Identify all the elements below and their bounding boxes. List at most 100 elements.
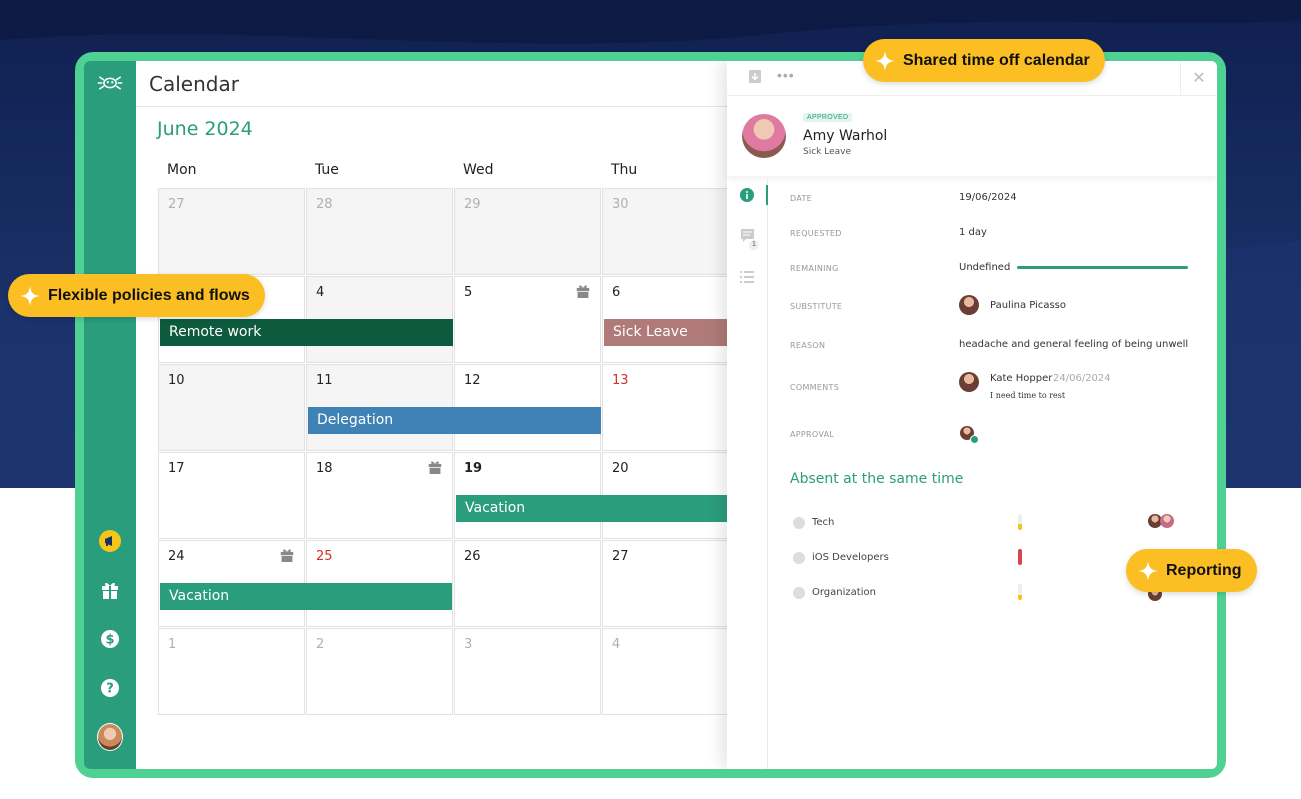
gift-icon[interactable] (97, 577, 123, 603)
callout-reporting: Reporting (1126, 549, 1257, 592)
avatar (959, 295, 979, 315)
event-sick-leave[interactable]: Sick Leave (604, 319, 734, 346)
day-number: 25 (316, 549, 333, 564)
day-number: 28 (316, 197, 333, 212)
day-number: 12 (464, 373, 481, 388)
team-absence-bar (1018, 584, 1022, 600)
month-title[interactable]: June 2024 (157, 118, 253, 140)
day-cell[interactable]: 17 (158, 452, 305, 539)
day-cell[interactable]: 13 (602, 364, 749, 451)
day-cell[interactable]: 4 (602, 628, 749, 715)
day-cell[interactable]: 1 (158, 628, 305, 715)
day-cell[interactable]: 10 (158, 364, 305, 451)
status-badge: APPROVED (803, 113, 853, 122)
team-absence-fill (1018, 524, 1022, 530)
panel-divider (767, 179, 768, 769)
download-icon[interactable] (749, 70, 761, 88)
team-icon (793, 552, 805, 564)
label-comments: COMMENTS (790, 383, 840, 392)
comment-date: 24/06/2024 (1053, 373, 1111, 384)
team-icon (793, 587, 805, 599)
comment-count-badge: 1 (749, 240, 759, 250)
active-tab-marker (766, 185, 768, 205)
callout-text: Reporting (1166, 561, 1242, 579)
list-icon[interactable] (740, 270, 754, 288)
weekday-thu: Thu (611, 162, 638, 178)
day-number: 4 (612, 637, 621, 652)
calendar-header: Calendar (136, 61, 836, 107)
svg-text:?: ? (106, 682, 114, 697)
comment-icon[interactable] (740, 228, 756, 249)
page-title: Calendar (149, 72, 239, 96)
day-number: 18 (316, 461, 333, 476)
avatar (1160, 514, 1174, 528)
app-window: $ ? Calendar June 2024 Mon Tue Wed Thu 2… (84, 61, 1217, 769)
day-cell[interactable]: 5 (454, 276, 601, 363)
value-substitute[interactable]: Paulina Picasso (990, 300, 1067, 311)
info-icon[interactable] (740, 188, 754, 207)
day-number: 26 (464, 549, 481, 564)
team-absence-bar (1018, 514, 1022, 530)
callout-flexible-policies: Flexible policies and flows (8, 274, 265, 317)
gift-icon[interactable] (428, 460, 442, 479)
comment-author: Kate Hopper (990, 373, 1053, 384)
panel-toolbar: ••• ✕ (727, 61, 1217, 96)
dollar-icon[interactable]: $ (97, 626, 123, 652)
remaining-progress-bar (1017, 266, 1188, 269)
team-absence-fill (1018, 549, 1022, 565)
day-cell[interactable]: 26 (454, 540, 601, 627)
label-reason: REASON (790, 341, 826, 350)
event-delegation[interactable]: Delegation (308, 407, 601, 434)
svg-text:$: $ (105, 633, 114, 648)
megaphone-icon[interactable] (97, 528, 123, 554)
approved-status-dot (970, 435, 979, 444)
team-name[interactable]: Organization (812, 587, 876, 598)
close-icon[interactable]: ✕ (1180, 61, 1217, 95)
day-cell[interactable]: 27 (602, 540, 749, 627)
request-profile: APPROVED Amy Warhol Sick Leave (727, 96, 1217, 176)
day-cell[interactable]: 29 (454, 188, 601, 275)
sparkle-icon (875, 50, 895, 71)
day-number: 17 (168, 461, 185, 476)
day-number: 10 (168, 373, 185, 388)
sidebar: $ ? (84, 61, 136, 769)
day-cell[interactable]: 3 (454, 628, 601, 715)
value-remaining: Undefined (959, 262, 1011, 273)
weekday-tue: Tue (315, 162, 339, 178)
day-number: 13 (612, 373, 629, 388)
team-absence-bar (1018, 549, 1022, 565)
gift-icon[interactable] (576, 284, 590, 303)
section-title: Absent at the same time (790, 471, 964, 487)
team-icon (793, 517, 805, 529)
value-requested: 1 day (959, 227, 987, 238)
day-cell[interactable]: 2 (306, 628, 453, 715)
day-number: 5 (464, 285, 473, 300)
sparkle-icon (1138, 560, 1158, 581)
team-name[interactable]: iOS Developers (812, 552, 889, 563)
user-avatar[interactable] (97, 723, 123, 751)
more-icon[interactable]: ••• (777, 67, 795, 83)
day-number: 29 (464, 197, 481, 212)
logo-icon[interactable] (97, 70, 123, 96)
label-date: DATE (790, 194, 813, 203)
day-number: 4 (316, 285, 325, 300)
event-vacation[interactable]: Vacation (160, 583, 452, 610)
event-vacation[interactable]: Vacation (456, 495, 736, 522)
label-requested: REQUESTED (790, 229, 842, 238)
day-number: 30 (612, 197, 629, 212)
day-cell[interactable]: 27 (158, 188, 305, 275)
comment-text: I need time to rest (990, 391, 1066, 400)
day-cell[interactable]: 18 (306, 452, 453, 539)
day-number: 27 (168, 197, 185, 212)
day-number: 1 (168, 637, 177, 652)
weekday-wed: Wed (463, 162, 494, 178)
help-icon[interactable]: ? (97, 675, 123, 701)
day-cell[interactable]: 28 (306, 188, 453, 275)
team-name[interactable]: Tech (812, 517, 835, 528)
event-remote-work[interactable]: Remote work (160, 319, 453, 346)
gift-icon[interactable] (280, 548, 294, 567)
day-cell[interactable]: 30 (602, 188, 749, 275)
leave-type: Sick Leave (803, 147, 852, 157)
callout-text: Shared time off calendar (903, 51, 1090, 69)
team-absence-fill (1018, 595, 1022, 600)
